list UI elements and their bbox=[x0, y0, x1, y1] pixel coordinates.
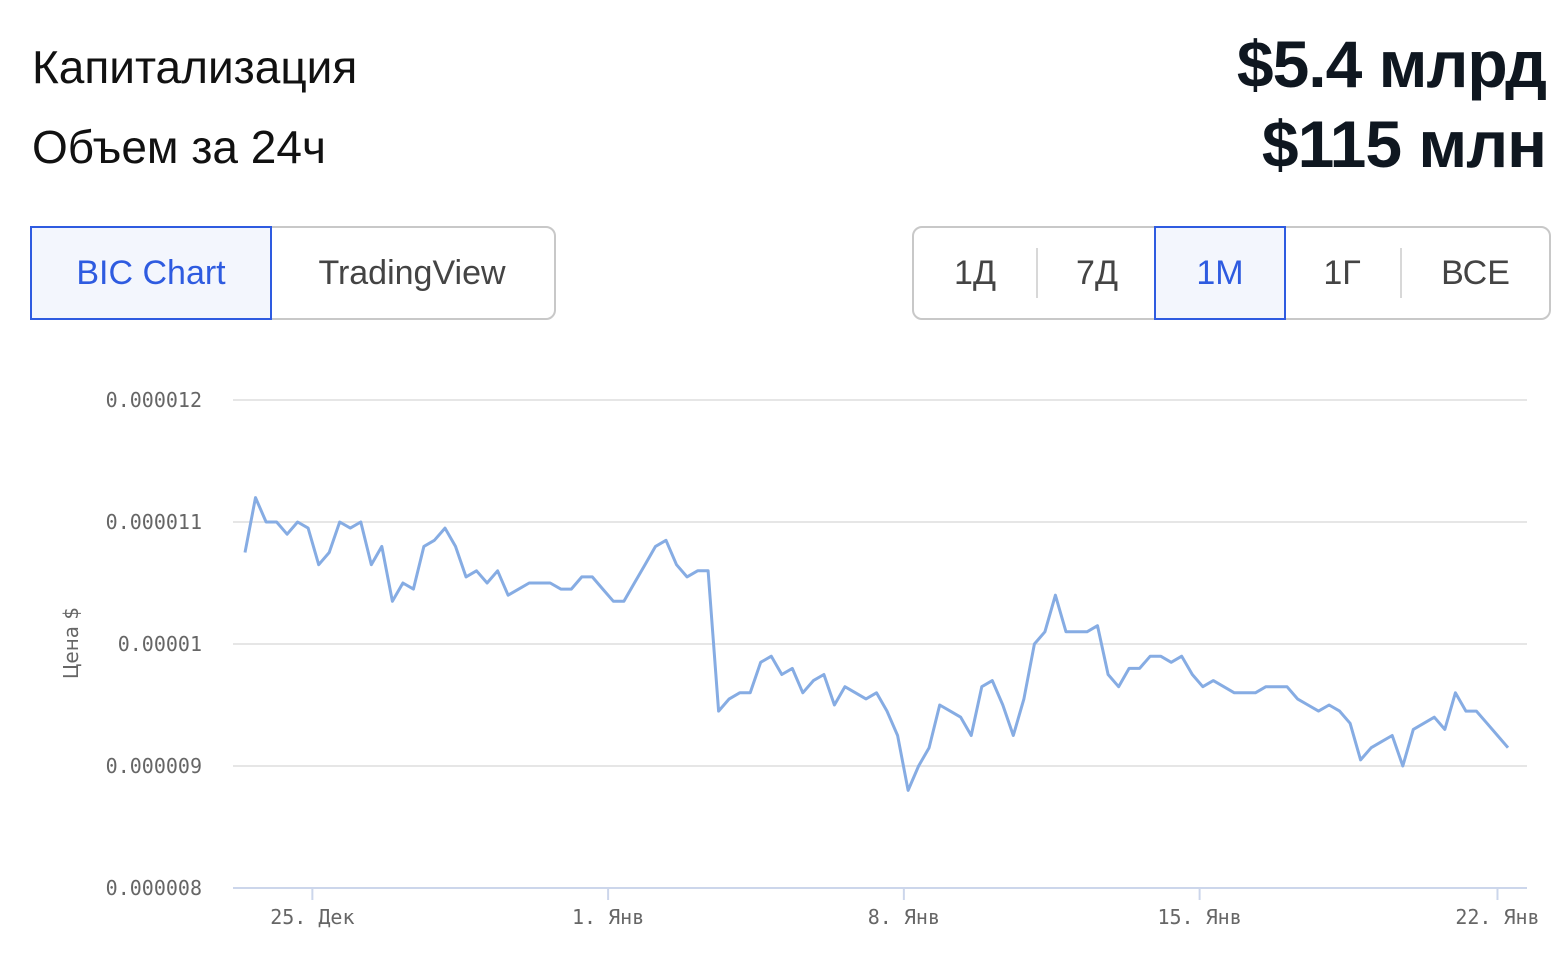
y-tick-label: 0.000011 bbox=[106, 510, 202, 534]
tab[interactable]: ВСЕ bbox=[1441, 253, 1510, 292]
y-tick-label: 0.000008 bbox=[106, 876, 202, 900]
market-cap-label: Капитализация bbox=[32, 41, 358, 93]
tab[interactable]: 1М bbox=[1154, 226, 1286, 320]
tab[interactable]: 1Д bbox=[954, 253, 996, 292]
y-tick-label: 0.000012 bbox=[106, 388, 202, 412]
x-tick-label: 25. Дек bbox=[270, 905, 354, 929]
tab[interactable]: 7Д bbox=[1076, 253, 1118, 292]
x-tick-label: 15. Янв bbox=[1157, 905, 1241, 929]
market-cap-value: $5.4 млрд bbox=[1236, 27, 1547, 101]
tab[interactable]: TradingView bbox=[318, 253, 506, 292]
volume-value: $115 млн bbox=[1261, 107, 1547, 181]
x-tick-label: 8. Янв bbox=[868, 905, 940, 929]
tab-separator bbox=[1400, 248, 1402, 298]
x-tick-label: 22. Янв bbox=[1455, 905, 1539, 929]
source-tabs: BIC Chart TradingView bbox=[30, 226, 556, 320]
tab[interactable]: 1Г bbox=[1323, 253, 1361, 292]
y-tick-label: 0.000009 bbox=[106, 754, 202, 778]
volume-label: Объем за 24ч bbox=[32, 121, 326, 173]
tab-separator bbox=[1036, 248, 1038, 298]
tab[interactable]: BIC Chart bbox=[30, 226, 272, 320]
price-line bbox=[243, 496, 1510, 792]
y-axis-label: Цена $ bbox=[59, 607, 83, 679]
period-tabs: 1Д 7Д 1М 1Г ВСЕ bbox=[912, 226, 1551, 320]
y-tick-label: 0.00001 bbox=[118, 632, 202, 656]
x-tick-label: 1. Янв bbox=[572, 905, 644, 929]
